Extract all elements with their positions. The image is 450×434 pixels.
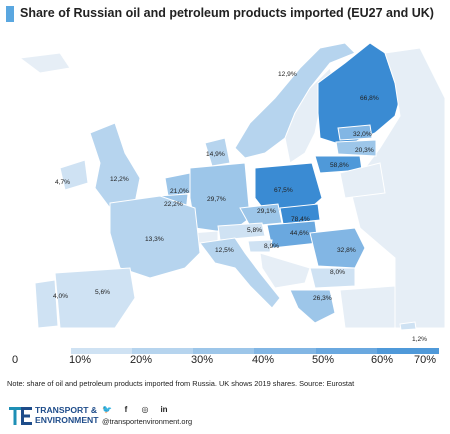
- label-bulgaria: 8,0%: [330, 269, 345, 276]
- country-turkey: [339, 285, 396, 329]
- country-norway: [234, 42, 356, 159]
- label-romania: 32,8%: [337, 247, 356, 254]
- label-poland: 67,5%: [274, 187, 293, 194]
- instagram-icon[interactable]: ◎: [141, 405, 149, 414]
- label-france: 13,3%: [145, 236, 164, 243]
- legend-segment-1: [71, 348, 132, 354]
- label-finland: 66,8%: [360, 95, 379, 102]
- color-legend: 0 10% 20% 30% 40% 50% 60% 70%: [0, 344, 450, 374]
- country-uk: [89, 122, 141, 209]
- brand-line-1: TRANSPORT &: [35, 405, 98, 415]
- country-russia-east: [349, 47, 446, 329]
- legend-segment-3: [193, 348, 254, 354]
- legend-segment-6: [377, 348, 439, 354]
- label-norway: 12,9%: [278, 71, 297, 78]
- label-estonia: 32,0%: [353, 131, 372, 138]
- label-slovenia: 8,9%: [264, 243, 279, 250]
- country-bulgaria: [309, 267, 356, 289]
- country-iceland: [18, 52, 71, 74]
- label-netherlands: 21,0%: [170, 188, 189, 195]
- country-austria: [217, 222, 266, 241]
- country-denmark: [204, 137, 231, 167]
- te-logo-icon: [9, 407, 32, 425]
- label-austria: 5,8%: [247, 227, 262, 234]
- country-greece: [289, 289, 336, 324]
- legend-bar: [71, 348, 439, 354]
- label-cyprus: 1,2%: [412, 336, 427, 343]
- country-czechia: [239, 203, 283, 227]
- country-estonia: [337, 124, 373, 141]
- europe-map: 12,9% 66,8% 32,0% 20,3% 58,8% 14,9% 4,7%…: [18, 42, 446, 343]
- country-belarus: [339, 162, 386, 199]
- label-uk: 12,2%: [110, 176, 129, 183]
- country-romania: [309, 227, 366, 269]
- legend-segment-4: [254, 348, 316, 354]
- title-bar: Share of Russian oil and petroleum produ…: [6, 4, 446, 26]
- label-slovakia: 78,4%: [291, 216, 310, 223]
- country-ireland: [59, 159, 89, 191]
- label-spain: 5,6%: [95, 289, 110, 296]
- legend-tick-30: 30%: [190, 354, 214, 366]
- legend-tick-40: 40%: [251, 354, 275, 366]
- legend-tick-70: 70%: [413, 354, 437, 366]
- legend-segment-2: [132, 348, 193, 354]
- legend-tick-60: 60%: [370, 354, 394, 366]
- facebook-icon[interactable]: f: [124, 405, 128, 414]
- label-portugal: 4,0%: [53, 293, 68, 300]
- label-belgium: 22,2%: [164, 201, 183, 208]
- label-ireland: 4,7%: [55, 179, 70, 186]
- country-spain: [54, 267, 136, 329]
- country-slovakia: [279, 203, 321, 225]
- linkedin-icon[interactable]: in: [160, 405, 168, 414]
- label-denmark: 14,9%: [206, 151, 225, 158]
- brand-name: TRANSPORT & ENVIRONMENT: [35, 405, 99, 425]
- legend-tick-50: 50%: [311, 354, 335, 366]
- legend-segment-5: [316, 348, 377, 354]
- country-italy: [199, 237, 281, 309]
- label-lithuania: 58,8%: [330, 162, 349, 169]
- country-france: [109, 195, 201, 279]
- label-italy: 12,5%: [215, 247, 234, 254]
- country-cyprus: [399, 321, 417, 331]
- website-link[interactable]: @transportenvironment.org: [102, 417, 193, 426]
- brand-line-2: ENVIRONMENT: [35, 415, 99, 425]
- legend-tick-20: 20%: [129, 354, 153, 366]
- label-hungary: 44,6%: [290, 230, 309, 237]
- legend-tick-10: 10%: [68, 354, 92, 366]
- title-accent-bar: [6, 6, 14, 22]
- source-note: Note: share of oil and petroleum product…: [7, 379, 355, 388]
- label-greece: 26,3%: [313, 295, 332, 302]
- country-portugal: [34, 279, 59, 329]
- country-latvia: [335, 139, 377, 157]
- social-icons: 🐦 f ◎ in: [102, 405, 169, 414]
- country-slovenia: [247, 239, 273, 253]
- country-balkans: [259, 252, 311, 289]
- country-finland: [317, 42, 401, 147]
- page-title: Share of Russian oil and petroleum produ…: [20, 6, 434, 20]
- label-germany: 29,7%: [207, 196, 226, 203]
- label-czechia: 29,1%: [257, 208, 276, 215]
- label-latvia: 20,3%: [355, 147, 374, 154]
- twitter-icon[interactable]: 🐦: [102, 405, 112, 414]
- legend-tick-0: 0: [11, 354, 19, 366]
